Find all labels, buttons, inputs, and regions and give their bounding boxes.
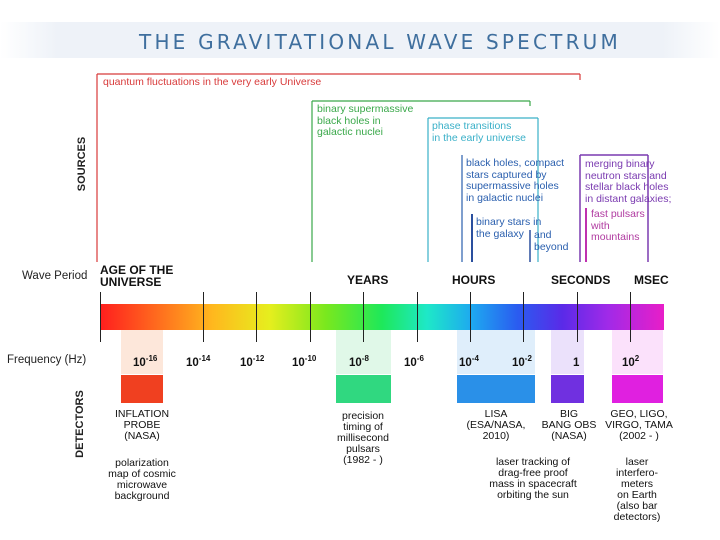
tick-6 xyxy=(417,292,418,342)
freq-1e-6: 10-6 xyxy=(404,354,424,369)
tick-10 xyxy=(630,292,631,342)
frequency-label: Frequency (Hz) xyxy=(7,354,87,366)
period-seconds: SECONDS xyxy=(551,273,611,287)
source-phase-transitions: phase transitions in the early universe xyxy=(432,120,526,144)
tick-9 xyxy=(577,292,578,342)
detector-block-inflation xyxy=(121,375,163,403)
detector-pulsar-timing: precision timing of millisecond pulsars … xyxy=(337,410,389,466)
detector-block-ligo xyxy=(612,375,663,403)
tick-1 xyxy=(100,292,101,342)
freq-1e-12: 10-12 xyxy=(240,354,265,369)
detector-bbo: BIG BANG OBS (NASA) xyxy=(541,408,597,442)
freq-1e-4: 10-4 xyxy=(459,354,479,369)
detector-ligo-desc: laser interfero- meters on Earth (also b… xyxy=(613,456,661,523)
detector-lisa-desc: laser tracking of drag-free proof mass i… xyxy=(489,456,577,501)
source-fast-pulsars: fast pulsars with mountains xyxy=(591,208,645,243)
detector-inflation-probe: INFLATION PROBE (NASA) xyxy=(114,408,170,442)
band-inflation xyxy=(121,330,163,374)
period-years: YEARS xyxy=(347,273,389,287)
title-band xyxy=(0,22,720,58)
freq-1: 1 xyxy=(573,357,580,369)
freq-1e2: 102 xyxy=(622,354,640,369)
source-and-beyond: and beyond xyxy=(534,229,569,253)
source-quantum-fluctuations: quantum fluctuations in the very early U… xyxy=(103,76,322,88)
source-black-holes-compact: black holes, compact stars captured by s… xyxy=(466,157,565,204)
detector-ligo: GEO, LIGO, VIRGO, TAMA (2002 - ) xyxy=(605,408,673,442)
tick-7 xyxy=(470,292,471,342)
wave-period-label: Wave Period xyxy=(22,270,88,282)
detector-block-pulsar xyxy=(336,375,391,403)
tick-2 xyxy=(203,292,204,342)
source-binary-stars-galaxy: binary stars in the galaxy xyxy=(476,216,542,240)
source-merging-binary: merging binary neutron stars and stellar… xyxy=(585,158,672,205)
freq-1e-16: 10-16 xyxy=(133,354,158,369)
detector-lisa: LISA (ESA/NASA, 2010) xyxy=(466,408,526,442)
page-title: THE GRAVITATIONAL WAVE SPECTRUM xyxy=(139,30,621,54)
tick-3 xyxy=(256,292,257,342)
band-ligo xyxy=(612,330,663,374)
detector-inflation-desc: polarization map of cosmic microwave bac… xyxy=(108,457,176,502)
freq-1e-8: 10-8 xyxy=(349,354,369,369)
freq-1e-2: 10-2 xyxy=(512,354,532,369)
detector-block-bbo xyxy=(551,375,584,403)
tick-8 xyxy=(523,292,524,342)
tick-5 xyxy=(363,292,364,342)
source-binary-supermassive: binary supermassive black holes in galac… xyxy=(317,103,414,138)
detector-block-lisa xyxy=(457,375,535,403)
tick-4 xyxy=(310,292,311,342)
spectrum-bar xyxy=(100,304,664,330)
band-bbo xyxy=(551,330,584,374)
period-hours: HOURS xyxy=(452,273,496,287)
freq-1e-14: 10-14 xyxy=(186,354,211,369)
freq-1e-10: 10-10 xyxy=(292,354,317,369)
period-msec: MSEC xyxy=(634,273,669,287)
period-age-of-universe: AGE OF THE UNIVERSE xyxy=(100,263,174,289)
